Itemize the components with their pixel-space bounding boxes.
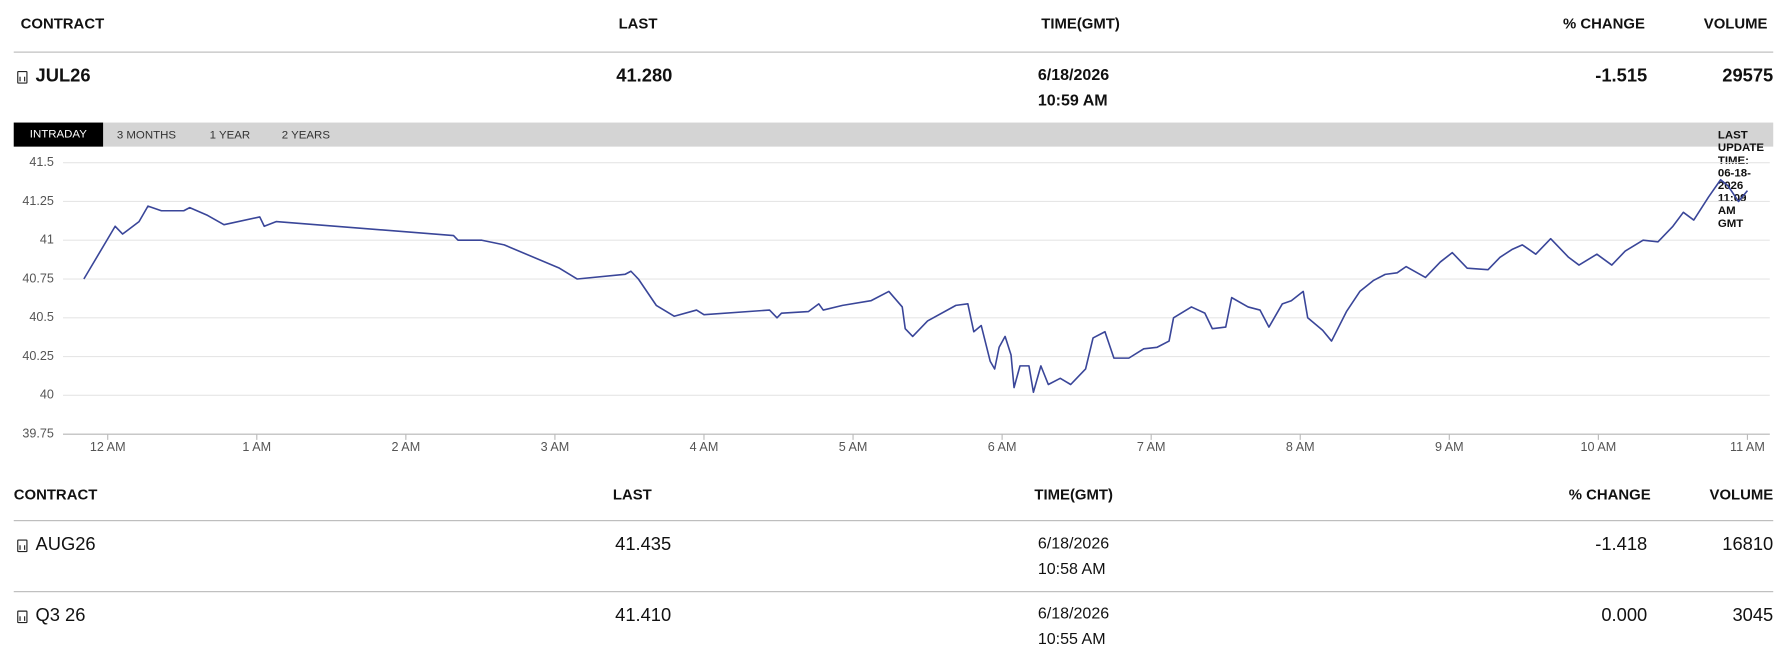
contract-link[interactable]: AUG26 — [35, 534, 96, 555]
x-tick-label: 12 AM — [90, 440, 126, 454]
column-header: TIME(GMT) — [1034, 485, 1113, 503]
divider — [13, 591, 1774, 593]
column-header: % CHANGE — [1563, 14, 1645, 33]
x-tick-label: 3 AM — [541, 440, 570, 454]
volume: 3045 — [1732, 605, 1774, 626]
column-header: LAST — [618, 14, 658, 33]
column-header: TIME(GMT) — [1041, 14, 1120, 33]
x-tick-label: 5 AM — [839, 440, 868, 454]
date: 6/18/2026 — [1037, 65, 1110, 84]
column-header: VOLUME — [1709, 485, 1774, 503]
date: 6/18/2026 — [1037, 603, 1110, 623]
column-header: % CHANGE — [1568, 485, 1651, 503]
y-tick-label: 41.25 — [22, 194, 54, 208]
date: 6/18/2026 — [1037, 533, 1110, 553]
change: -1.418 — [1595, 534, 1648, 555]
change: -1.515 — [1595, 66, 1648, 86]
y-tick-label: 41 — [40, 233, 54, 247]
contract-link[interactable]: Q3 26 — [35, 605, 86, 626]
price-chart: 39.75 40 40.25 40.5 40.75 41 41.25 41.5 12 AM 1 A… — [22, 155, 1770, 454]
column-header: LAST — [612, 485, 652, 503]
divider — [13, 520, 1774, 522]
x-tick-label: 9 AM — [1435, 440, 1464, 454]
tab[interactable]: 1 YEAR — [209, 129, 251, 143]
file-icon — [17, 539, 28, 553]
tab[interactable]: INTRADAY — [13, 122, 103, 147]
tab-bar: INTRADAY 3 MONTHS 1 YEAR 2 YEARS LAST UP… — [13, 122, 1774, 230]
x-tick-label: 8 AM — [1286, 440, 1315, 454]
last-update: LAST UPDATE TIME: 06-18-2026 11:09 AM GM… — [1717, 129, 1765, 231]
divider — [13, 51, 1774, 53]
file-icon — [17, 71, 28, 84]
x-tick-label: 6 AM — [988, 440, 1017, 454]
y-tick-label: 40 — [40, 388, 54, 402]
y-tick-label: 40.5 — [29, 310, 54, 324]
last-price: 41.435 — [615, 534, 672, 555]
column-header: CONTRACT — [13, 485, 98, 503]
change: 0.000 — [1601, 605, 1648, 626]
tab[interactable]: 2 YEARS — [281, 129, 330, 143]
price-line — [83, 178, 1749, 394]
x-tick-label: 10 AM — [1581, 440, 1617, 454]
y-tick-label: 40.75 — [22, 271, 54, 285]
column-header: VOLUME — [1703, 14, 1768, 33]
x-tick-label: 11 AM — [1730, 440, 1765, 454]
x-tick-label: 7 AM — [1137, 440, 1166, 454]
column-header: CONTRACT — [20, 14, 105, 33]
time: 10:58 AM — [1037, 559, 1106, 578]
y-tick-label: 41.5 — [29, 155, 54, 169]
x-tick-label: 4 AM — [690, 440, 719, 454]
last-price: 41.410 — [615, 605, 672, 626]
tab[interactable]: 3 MONTHS — [116, 129, 177, 143]
volume: 16810 — [1722, 534, 1774, 555]
time: 10:59 AM — [1037, 90, 1108, 109]
x-tick-label: 1 AM — [242, 440, 271, 454]
volume: 29575 — [1722, 66, 1774, 86]
last-price: 41.280 — [616, 66, 673, 86]
contract-link[interactable]: JUL26 — [35, 66, 91, 86]
file-icon — [17, 610, 28, 624]
y-tick-label: 39.75 — [22, 426, 54, 440]
x-tick-label: 2 AM — [392, 440, 421, 454]
time: 10:55 AM — [1037, 628, 1106, 648]
y-tick-label: 40.25 — [22, 349, 54, 363]
